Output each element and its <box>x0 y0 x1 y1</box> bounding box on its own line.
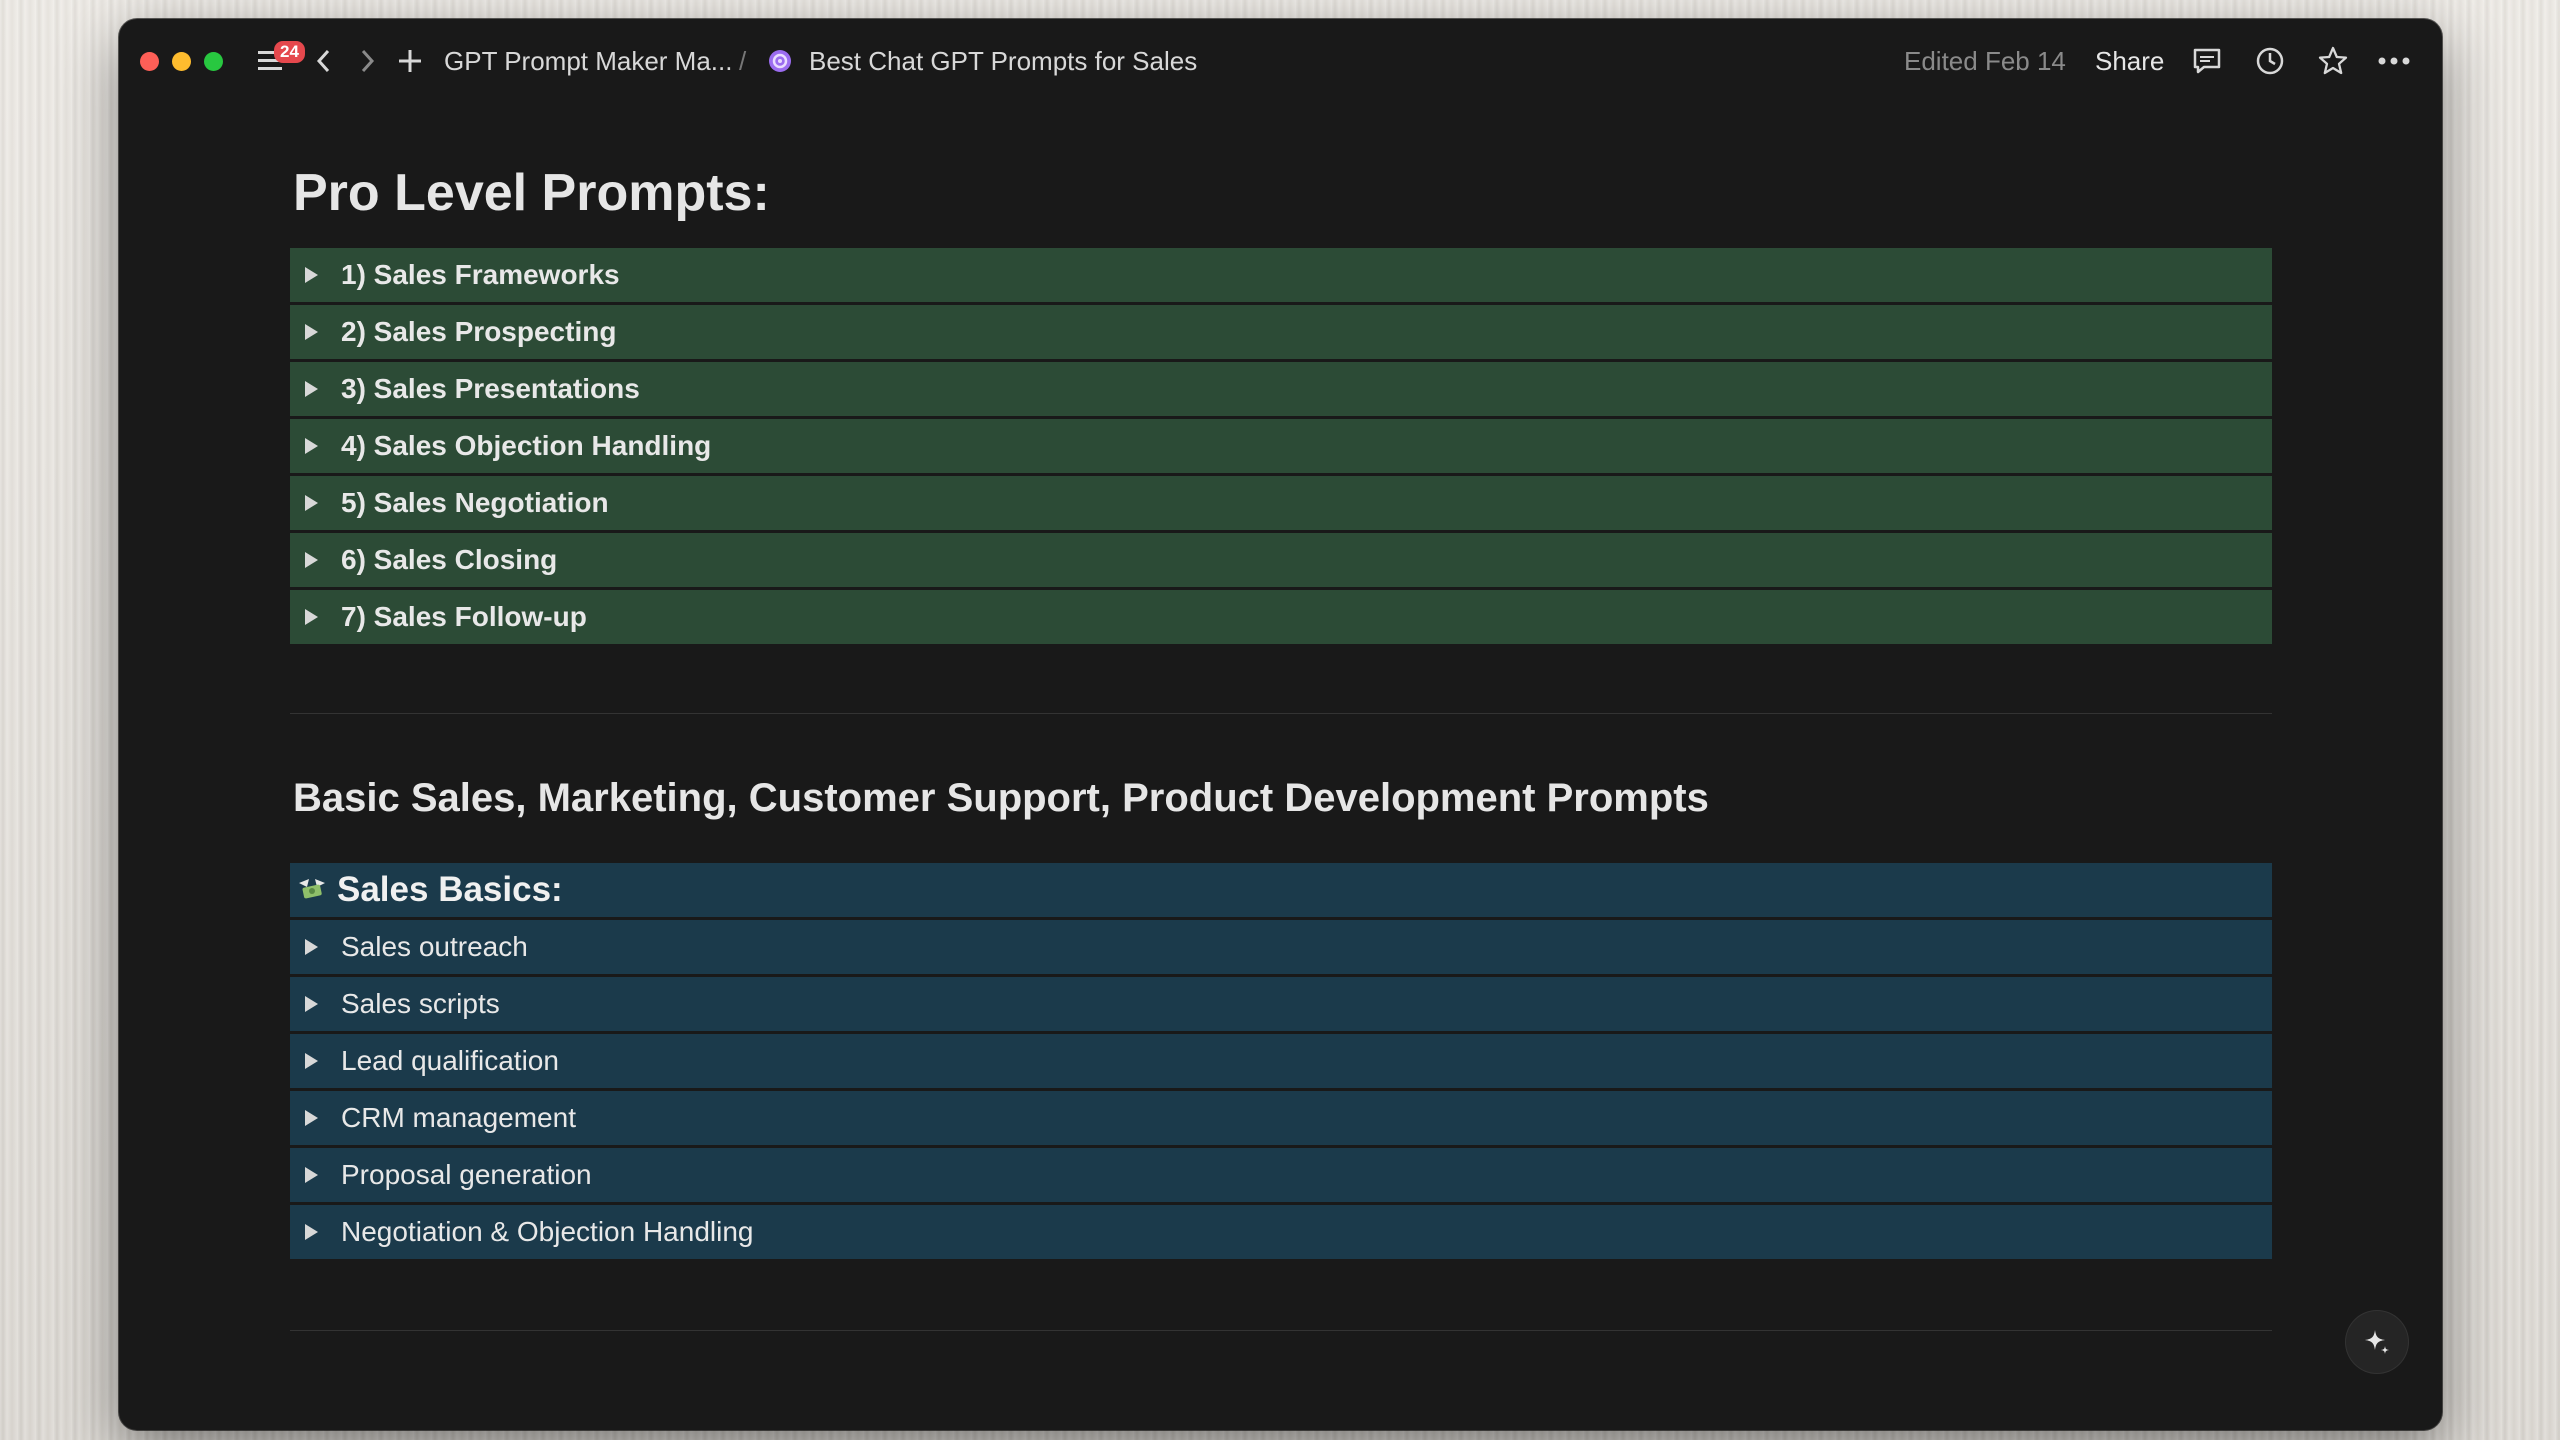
divider <box>290 713 2272 714</box>
toggle-label: 6) Sales Closing <box>341 544 558 575</box>
toggle-sales-outreach[interactable]: Sales outreach <box>290 920 2272 974</box>
toggle-label: Sales outreach <box>341 931 528 962</box>
money-wings-icon <box>299 879 325 899</box>
toggle-label: 7) Sales Follow-up <box>341 601 587 632</box>
page-icon <box>767 19 793 103</box>
section-heading: Basic Sales, Marketing, Customer Support… <box>293 776 1709 820</box>
toggle-label: 2) Sales Prospecting <box>341 316 617 347</box>
toggle-crm-management[interactable]: CRM management <box>290 1091 2272 1145</box>
triangle-right-icon[interactable] <box>305 996 318 1012</box>
toggle-label: Proposal generation <box>341 1159 592 1190</box>
new-page-button[interactable] <box>397 19 423 103</box>
more-horizontal-icon <box>2378 57 2410 65</box>
triangle-right-icon[interactable] <box>305 495 318 511</box>
sidebar-toggle-button[interactable] <box>258 19 300 103</box>
more-options-button[interactable] <box>2377 19 2411 103</box>
breadcrumb-separator: / <box>739 45 747 76</box>
triangle-right-icon[interactable] <box>305 1110 318 1126</box>
menu-icon <box>258 51 282 70</box>
callout-title: Sales Basics: <box>290 863 2272 917</box>
toggle-proposal-generation[interactable]: Proposal generation <box>290 1148 2272 1202</box>
toggle-sales-scripts[interactable]: Sales scripts <box>290 977 2272 1031</box>
sparkle-icon <box>2365 1330 2389 1354</box>
triangle-right-icon[interactable] <box>305 324 318 340</box>
toggle-label: CRM management <box>341 1102 576 1133</box>
star-icon <box>2318 46 2348 75</box>
openai-logo-icon <box>769 50 791 72</box>
divider <box>290 1330 2272 1331</box>
notification-badge: 24 <box>274 41 305 63</box>
toggle-label: Sales scripts <box>341 988 500 1019</box>
triangle-right-icon[interactable] <box>305 438 318 454</box>
triangle-right-icon[interactable] <box>305 1167 318 1183</box>
title-bar: 24 GPT Prompt Maker Ma... / <box>119 19 2442 103</box>
triangle-right-icon[interactable] <box>305 381 318 397</box>
toggle-sales-prospecting[interactable]: 2) Sales Prospecting <box>290 305 2272 359</box>
ai-assistant-button[interactable] <box>2346 1311 2408 1373</box>
triangle-right-icon[interactable] <box>305 939 318 955</box>
triangle-right-icon[interactable] <box>305 552 318 568</box>
back-button[interactable] <box>314 19 334 103</box>
forward-button[interactable] <box>357 19 377 103</box>
comment-icon <box>2193 48 2221 74</box>
toggle-sales-negotiation[interactable]: 5) Sales Negotiation <box>290 476 2272 530</box>
toggle-lead-qualification[interactable]: Lead qualification <box>290 1034 2272 1088</box>
toggle-label: 1) Sales Frameworks <box>341 259 620 290</box>
triangle-right-icon[interactable] <box>305 267 318 283</box>
toggle-sales-closing[interactable]: 6) Sales Closing <box>290 533 2272 587</box>
app-window: 24 GPT Prompt Maker Ma... / <box>119 19 2442 1430</box>
breadcrumb-parent[interactable]: GPT Prompt Maker Ma... <box>444 45 733 76</box>
edited-timestamp: Edited Feb 14 <box>1904 45 2066 76</box>
updates-button[interactable] <box>2254 19 2286 103</box>
chevron-right-icon <box>361 49 375 73</box>
toggle-sales-objection-handling[interactable]: 4) Sales Objection Handling <box>290 419 2272 473</box>
close-window-button[interactable] <box>140 52 159 71</box>
toggle-label: 5) Sales Negotiation <box>341 487 609 518</box>
zoom-window-button[interactable] <box>204 52 223 71</box>
toggle-sales-frameworks[interactable]: 1) Sales Frameworks <box>290 248 2272 302</box>
toggle-sales-follow-up[interactable]: 7) Sales Follow-up <box>290 590 2272 644</box>
triangle-right-icon[interactable] <box>305 609 318 625</box>
share-button[interactable]: Share <box>2095 45 2165 76</box>
toggle-label: Lead qualification <box>341 1045 559 1076</box>
triangle-right-icon[interactable] <box>305 1053 318 1069</box>
toggle-sales-presentations[interactable]: 3) Sales Presentations <box>290 362 2272 416</box>
callout-title-text: Sales Basics: <box>337 870 563 909</box>
toggle-label: 4) Sales Objection Handling <box>341 430 712 461</box>
breadcrumb-current[interactable]: Best Chat GPT Prompts for Sales <box>809 45 1198 76</box>
toggle-negotiation-objection-handling[interactable]: Negotiation & Objection Handling <box>290 1205 2272 1259</box>
page-heading: Pro Level Prompts: <box>293 164 770 222</box>
favorite-button[interactable] <box>2317 19 2349 103</box>
minimize-window-button[interactable] <box>172 52 191 71</box>
triangle-right-icon[interactable] <box>305 1224 318 1240</box>
chevron-left-icon <box>316 49 330 73</box>
clock-icon <box>2256 47 2284 75</box>
comments-button[interactable] <box>2191 19 2223 103</box>
toggle-label: Negotiation & Objection Handling <box>341 1216 754 1247</box>
plus-icon <box>399 50 421 72</box>
toggle-label: 3) Sales Presentations <box>341 373 640 404</box>
